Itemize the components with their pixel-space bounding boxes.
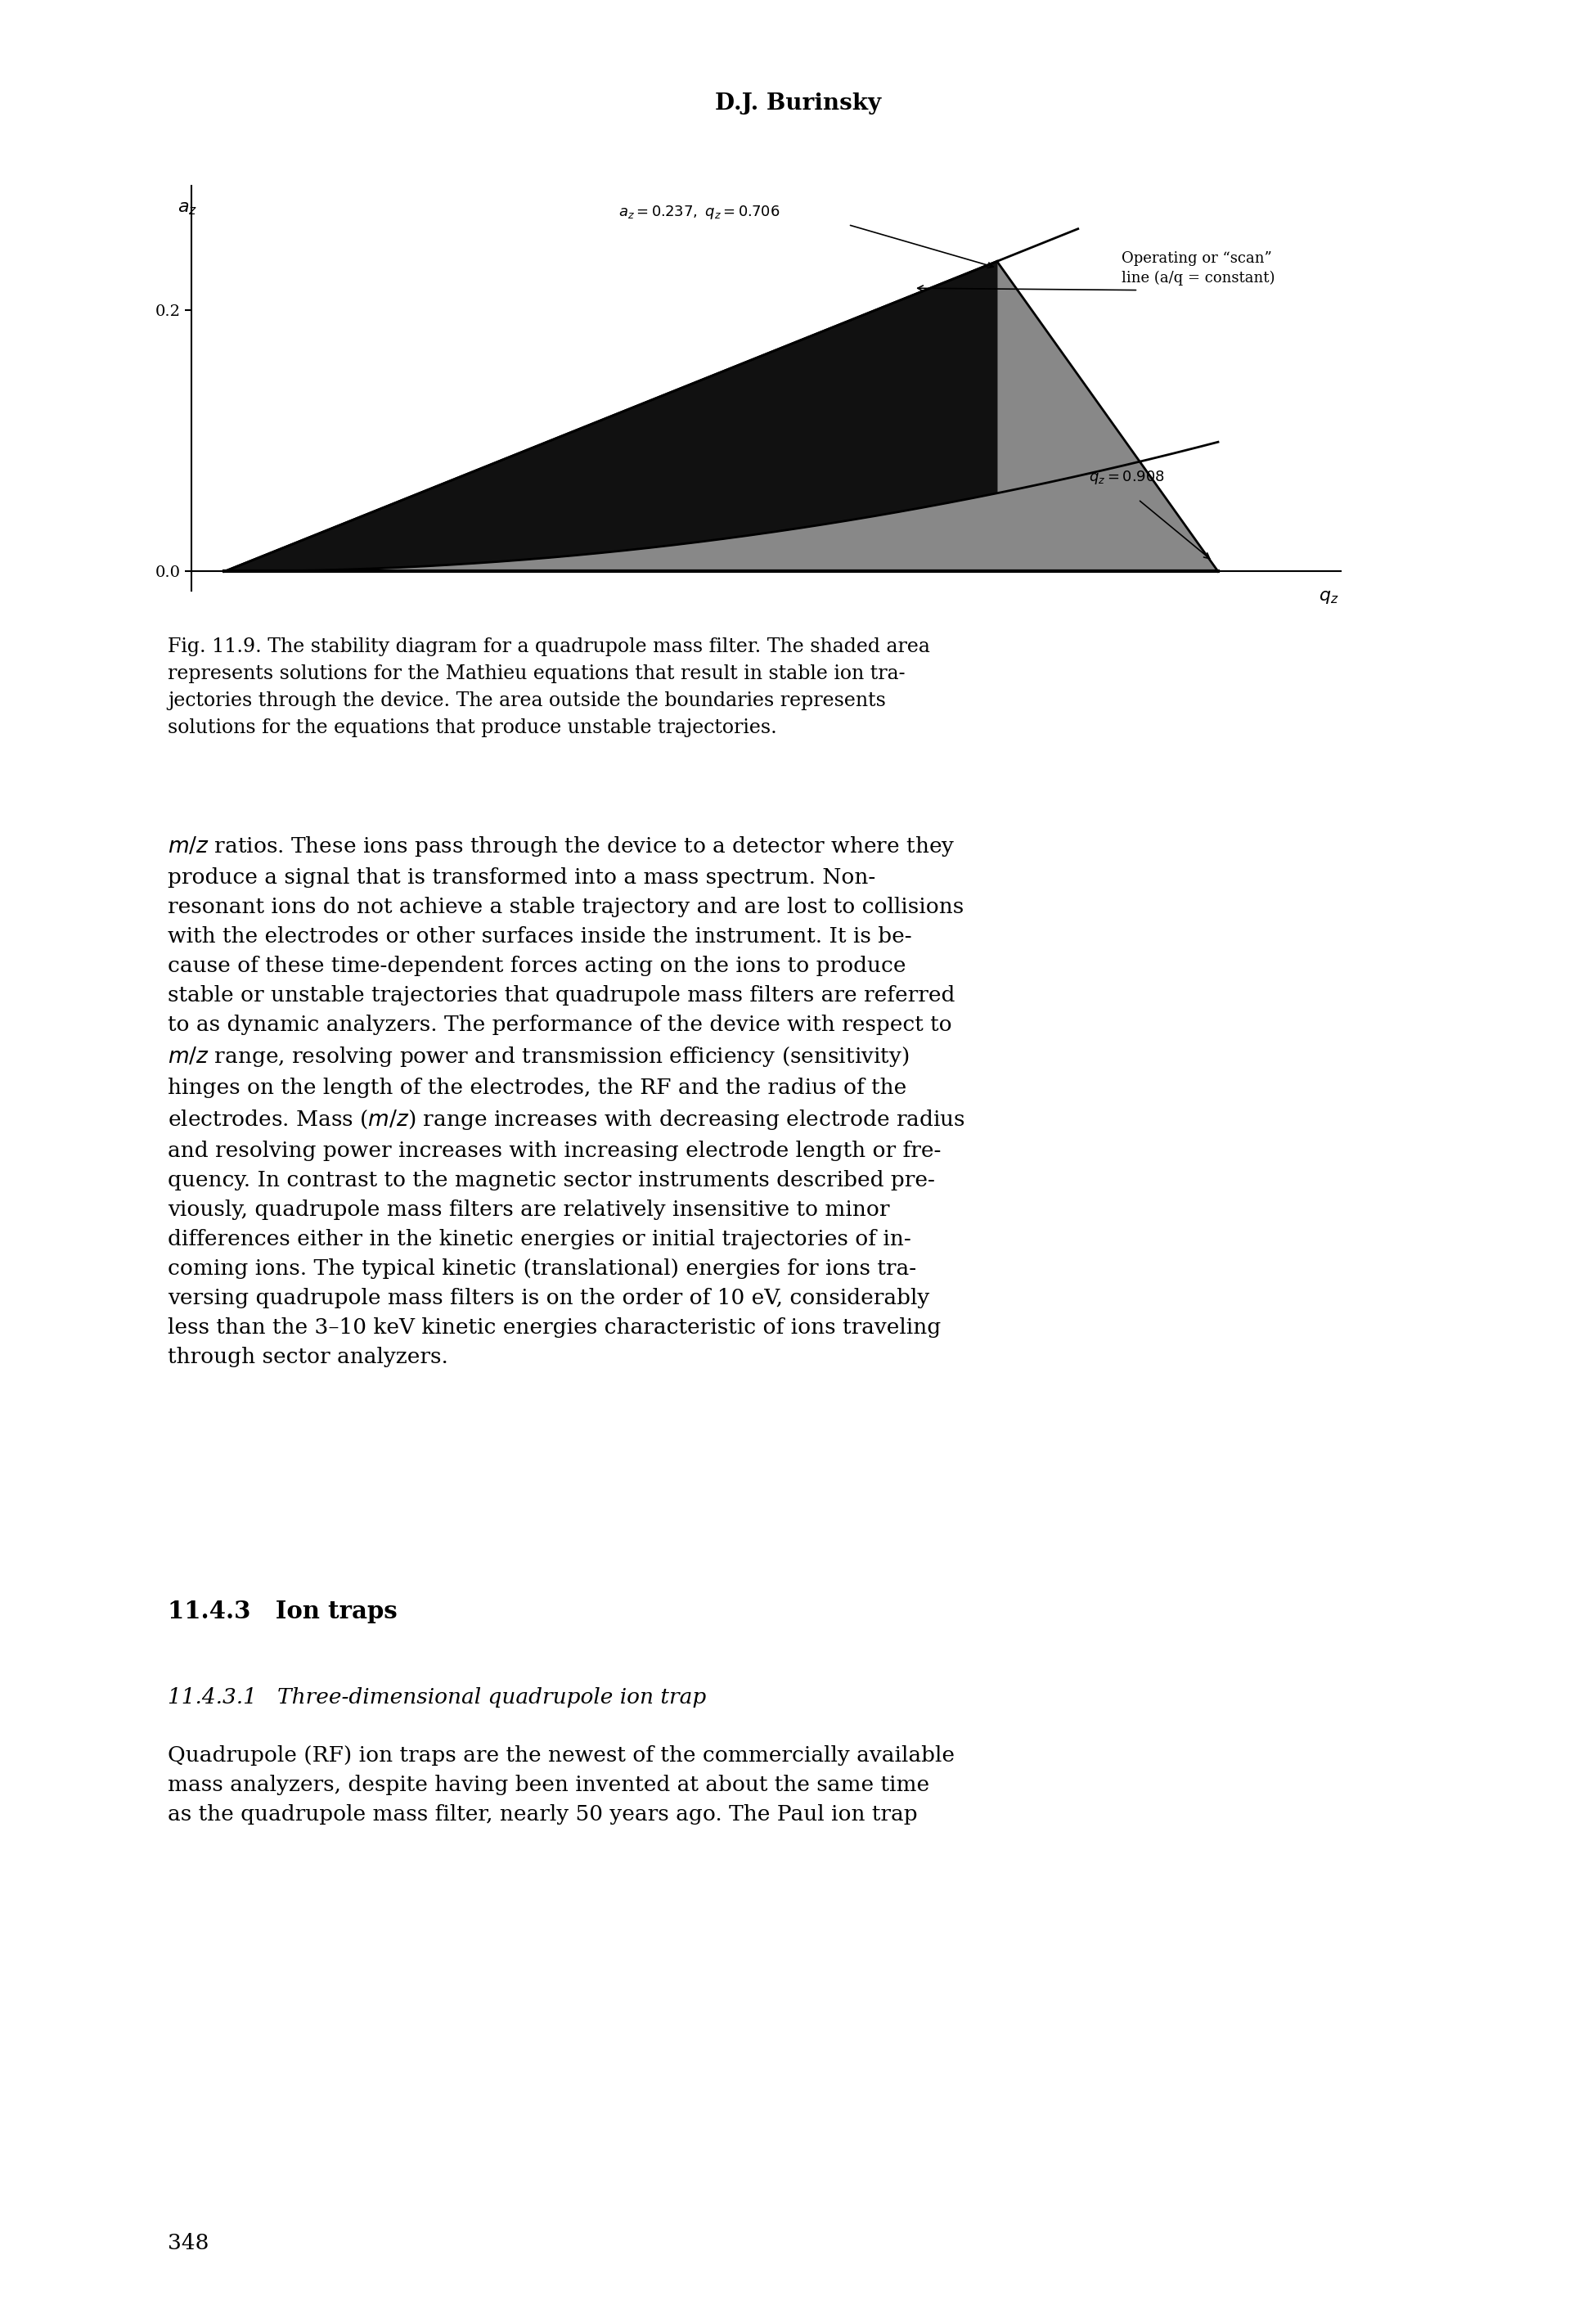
Text: Fig. 11.9. The stability diagram for a quadrupole mass filter. The shaded area
r: Fig. 11.9. The stability diagram for a q… [168, 637, 930, 737]
Text: Operating or “scan”
line (a/q = constant): Operating or “scan” line (a/q = constant… [1122, 250, 1275, 285]
Text: $q_z = 0.908$: $q_z = 0.908$ [1088, 468, 1165, 487]
Text: Quadrupole (RF) ion traps are the newest of the commercially available
mass anal: Quadrupole (RF) ion traps are the newest… [168, 1745, 954, 1824]
Text: $m/z$ ratios. These ions pass through the device to a detector where they
produc: $m/z$ ratios. These ions pass through th… [168, 834, 966, 1368]
Text: $a_z = 0.237,\ q_z = 0.706$: $a_z = 0.237,\ q_z = 0.706$ [618, 204, 780, 220]
Text: 11.4.3.1   Three-dimensional quadrupole ion trap: 11.4.3.1 Three-dimensional quadrupole io… [168, 1688, 705, 1708]
Text: D.J. Burinsky: D.J. Burinsky [715, 93, 881, 116]
Text: 11.4.3   Ion traps: 11.4.3 Ion traps [168, 1599, 397, 1623]
Polygon shape [225, 262, 1218, 573]
Text: $q_z$: $q_z$ [1318, 586, 1339, 605]
Polygon shape [225, 262, 997, 573]
Text: $a_z$: $a_z$ [177, 199, 196, 216]
Text: 348: 348 [168, 2232, 209, 2253]
